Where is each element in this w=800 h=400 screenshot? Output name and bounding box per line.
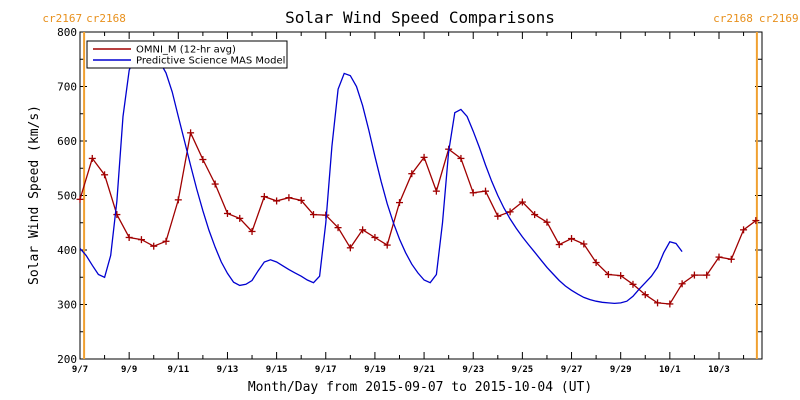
- data-point-marker: [174, 196, 182, 204]
- data-point-marker: [494, 212, 502, 220]
- data-point-marker: [346, 244, 354, 252]
- chart-title: Solar Wind Speed Comparisons: [285, 8, 555, 27]
- data-point-marker: [273, 197, 281, 205]
- data-point-marker: [236, 214, 244, 222]
- data-point-marker: [457, 154, 465, 162]
- data-point-marker: [187, 129, 195, 137]
- data-point-marker: [752, 217, 760, 225]
- y-tick-label: 300: [57, 299, 77, 312]
- rotation-labels: cr2167 cr2168 cr2168 cr2169: [42, 12, 798, 25]
- y-tick-label: 500: [57, 190, 77, 203]
- y-tick-label: 700: [57, 81, 77, 94]
- x-tick-label: 10/3: [708, 365, 730, 375]
- x-tick-label: 9/19: [364, 365, 386, 375]
- data-point-marker: [580, 240, 588, 248]
- data-point-marker: [420, 153, 428, 161]
- data-point-marker: [592, 259, 600, 267]
- data-point-marker: [150, 242, 158, 250]
- x-axis-title: Month/Day from 2015-09-07 to 2015-10-04 …: [248, 380, 592, 395]
- data-point-marker: [740, 226, 748, 234]
- y-tick-label: 600: [57, 135, 77, 148]
- data-point-marker: [334, 224, 342, 232]
- x-tick-label: 9/29: [610, 365, 632, 375]
- data-point-marker: [678, 280, 686, 288]
- data-point-marker: [309, 211, 317, 219]
- data-point-marker: [629, 280, 637, 288]
- y-axis-title: Solar Wind Speed (km/s): [27, 105, 42, 285]
- legend-label-1: OMNI_M (12-hr avg): [136, 45, 236, 56]
- legend-label-2: Predictive Science MAS Model: [136, 56, 285, 67]
- data-point-marker: [469, 189, 477, 197]
- y-tick-label: 800: [57, 26, 77, 39]
- data-point-marker: [88, 154, 96, 162]
- rotation-label-before: cr2167: [42, 12, 82, 25]
- data-point-marker: [76, 195, 84, 203]
- data-point-marker: [568, 235, 576, 243]
- x-tick-label: 9/15: [266, 365, 288, 375]
- x-tick-label: 9/11: [167, 365, 189, 375]
- x-tick-label: 10/1: [659, 365, 681, 375]
- data-point-marker: [137, 236, 145, 244]
- data-point-marker: [555, 241, 563, 249]
- x-tick-label: 9/21: [413, 365, 435, 375]
- data-point-marker: [715, 253, 723, 261]
- series-line-1: [79, 130, 757, 305]
- series-layer: [76, 53, 760, 308]
- data-point-marker: [260, 193, 268, 201]
- data-point-marker: [199, 156, 207, 164]
- legend-box: [86, 40, 288, 69]
- data-point-marker: [113, 211, 121, 219]
- data-point-marker: [101, 171, 109, 179]
- x-tick-label: 9/23: [462, 365, 484, 375]
- data-point-marker: [654, 299, 662, 307]
- data-point-marker: [617, 272, 625, 280]
- data-point-marker: [359, 226, 367, 234]
- data-point-marker: [666, 300, 674, 308]
- x-tick-label: 9/7: [72, 365, 88, 375]
- data-point-marker: [383, 241, 391, 249]
- data-point-marker: [531, 211, 539, 219]
- rotation-markers: [83, 32, 758, 359]
- plot-area: 200 300 400 500 600 700 800 9/7 9/9 9/11 9/13 9/15…: [57, 26, 763, 375]
- data-point-marker: [125, 233, 133, 241]
- data-point-marker: [162, 237, 170, 245]
- data-point-marker: [432, 187, 440, 195]
- data-point-marker: [543, 218, 551, 226]
- data-point-marker: [395, 199, 403, 207]
- x-tick-label: 9/17: [315, 365, 337, 375]
- rotation-label-after: cr2168: [86, 12, 126, 25]
- data-point-marker: [285, 194, 293, 202]
- legend: OMNI_M (12-hr avg)Predictive Science MAS…: [86, 40, 288, 69]
- data-point-marker: [223, 209, 231, 217]
- rotation-label-before: cr2168: [713, 12, 753, 25]
- x-tick-label: 9/27: [561, 365, 583, 375]
- x-tick-label: 9/25: [512, 365, 534, 375]
- x-tick-label: 9/9: [121, 365, 137, 375]
- data-point-marker: [518, 198, 526, 206]
- data-point-marker: [482, 187, 490, 195]
- data-point-marker: [690, 271, 698, 279]
- x-tick-label: 9/13: [217, 365, 239, 375]
- data-point-marker: [297, 196, 305, 204]
- y-tick-label: 200: [57, 353, 77, 366]
- data-point-marker: [506, 208, 514, 216]
- rotation-label-after: cr2169: [759, 12, 799, 25]
- data-point-marker: [211, 180, 219, 188]
- data-point-marker: [727, 255, 735, 263]
- series-line-2: [79, 53, 683, 305]
- data-point-marker: [408, 170, 416, 178]
- x-axis: 9/7 9/9 9/11 9/13 9/15 9/17 9/19 9/21 9/23 9/25 9/…: [72, 32, 745, 375]
- y-axis: 200 300 400 500 600 700 800: [57, 26, 762, 366]
- y-tick-label: 400: [57, 244, 77, 257]
- data-point-marker: [248, 227, 256, 235]
- data-point-marker: [604, 271, 612, 279]
- data-point-marker: [703, 271, 711, 279]
- data-point-marker: [641, 291, 649, 299]
- data-point-marker: [371, 233, 379, 241]
